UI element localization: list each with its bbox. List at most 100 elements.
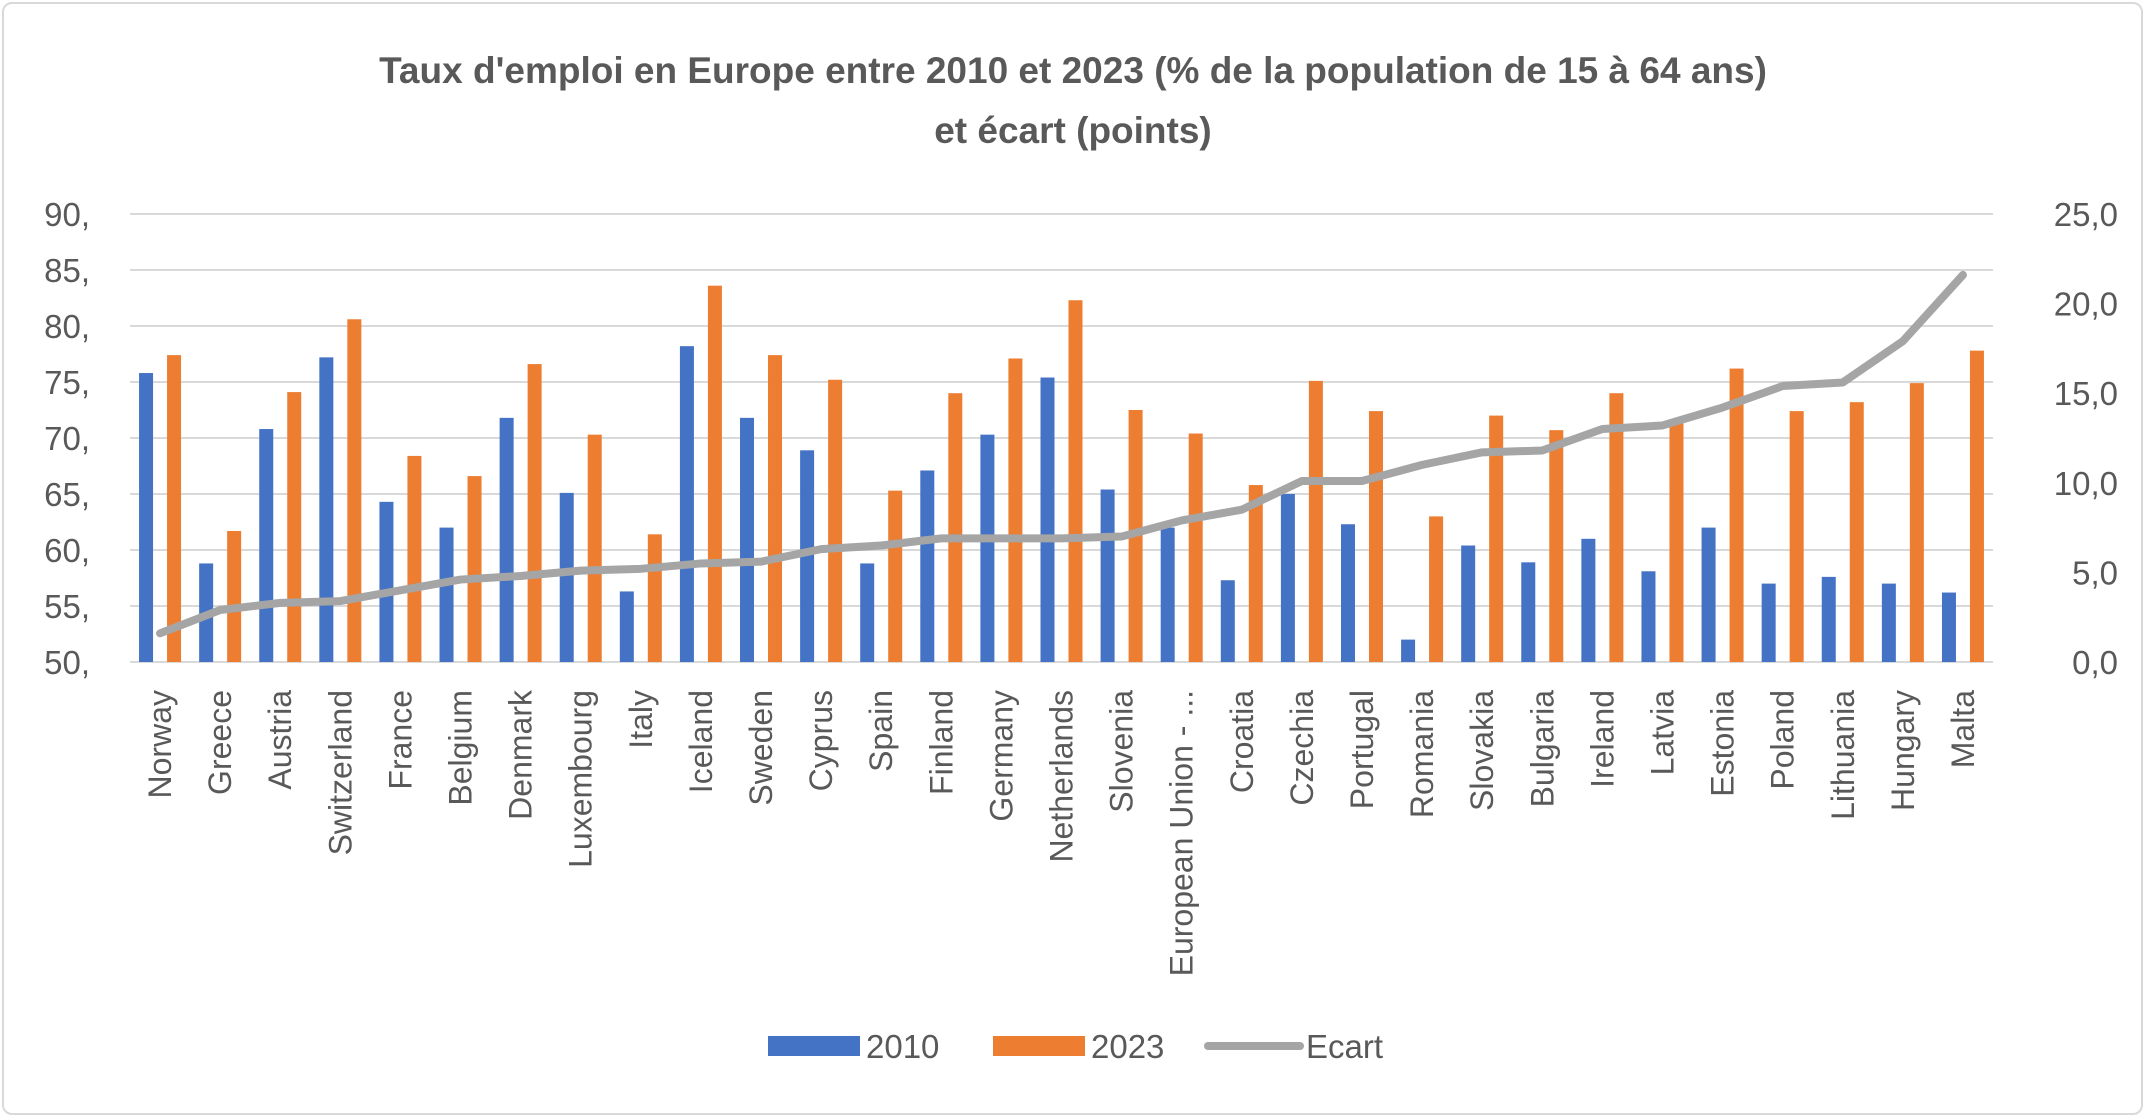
- bar-2010-romania: [1401, 639, 1416, 662]
- bar-2023-european-union: [1188, 433, 1203, 662]
- category-label-romania: Romania: [1404, 690, 1440, 818]
- left-tick-label: 50,: [44, 644, 90, 681]
- category-label-austria: Austria: [262, 690, 298, 790]
- legend-label-2010: 2010: [866, 1028, 939, 1065]
- left-tick-label: 75,: [44, 364, 90, 401]
- bar-2023-norway: [167, 355, 182, 662]
- bar-2023-netherlands: [1068, 300, 1083, 662]
- bar-2023-belgium: [467, 476, 482, 662]
- bar-2023-italy: [647, 534, 662, 662]
- category-label-hungary: Hungary: [1885, 690, 1921, 811]
- bars: [139, 285, 1984, 662]
- right-tick-label: 0,0: [2072, 644, 2118, 681]
- bar-2023-luxembourg: [587, 434, 602, 662]
- bar-2010-poland: [1761, 583, 1776, 662]
- bar-2023-malta: [1969, 350, 1984, 662]
- right-tick-label: 20,0: [2054, 286, 2118, 323]
- bar-2023-austria: [287, 392, 302, 662]
- bar-2010-austria: [259, 429, 274, 662]
- category-label-iceland: Iceland: [683, 690, 719, 793]
- bar-2010-luxembourg: [559, 492, 574, 662]
- bar-2010-cyprus: [800, 450, 815, 662]
- bar-2010-hungary: [1881, 583, 1896, 662]
- bar-2023-france: [407, 455, 422, 662]
- category-labels: Norway Greece Austria Switzerland France Belg…: [142, 689, 1981, 976]
- line-series-ecart: [156, 270, 1967, 638]
- bar-2010-italy: [619, 591, 634, 662]
- bar-2010-netherlands: [1040, 377, 1055, 662]
- category-label-finland: Finland: [923, 690, 959, 795]
- legend-label-2023: 2023: [1091, 1028, 1164, 1065]
- category-label-sweden: Sweden: [743, 690, 779, 806]
- category-label-malta: Malta: [1945, 690, 1981, 768]
- right-tick-label: 15,0: [2054, 375, 2118, 412]
- category-label-slovenia: Slovenia: [1104, 690, 1140, 813]
- bar-2010-bulgaria: [1521, 562, 1536, 662]
- category-label-france: France: [382, 690, 418, 790]
- bar-2010-finland: [920, 470, 935, 662]
- left-tick-label: 60,: [44, 532, 90, 569]
- bar-2010-denmark: [499, 417, 514, 662]
- legend-swatch-2023: [993, 1036, 1085, 1056]
- legend-label-ecart: Ecart: [1306, 1028, 1383, 1065]
- category-label-ireland: Ireland: [1584, 690, 1620, 788]
- bar-2010-lithuania: [1821, 576, 1836, 662]
- bar-2023-greece: [227, 530, 242, 662]
- bar-2023-hungary: [1909, 383, 1924, 662]
- category-label-luxembourg: Luxembourg: [563, 690, 599, 868]
- bar-2010-european-union: [1160, 527, 1175, 662]
- bar-2010-portugal: [1340, 524, 1355, 662]
- bar-2010-slovenia: [1100, 489, 1115, 662]
- bar-2023-sweden: [768, 355, 783, 662]
- right-axis-ticks: 0,0 5,0 10,0 15,0 20,0 25,0: [2054, 196, 2118, 681]
- bar-2010-malta: [1941, 592, 1956, 662]
- category-label-cyprus: Cyprus: [803, 690, 839, 791]
- right-tick-label: 5,0: [2072, 554, 2118, 591]
- bar-2010-spain: [860, 563, 875, 662]
- bar-2023-spain: [888, 490, 903, 662]
- left-axis-ticks: 50, 55, 60, 65, 70, 75, 80, 85, 90,: [44, 196, 90, 681]
- bar-2010-estonia: [1701, 527, 1716, 662]
- bar-2023-estonia: [1729, 368, 1744, 662]
- bar-2023-bulgaria: [1549, 430, 1564, 662]
- category-label-poland: Poland: [1765, 690, 1801, 790]
- bar-2023-lithuania: [1849, 402, 1864, 662]
- legend-swatch-2010: [768, 1036, 860, 1056]
- bar-2023-cyprus: [828, 379, 843, 662]
- bar-2023-croatia: [1248, 485, 1263, 662]
- left-tick-label: 55,: [44, 588, 90, 625]
- bar-2023-romania: [1429, 516, 1444, 662]
- left-tick-label: 90,: [44, 196, 90, 233]
- bar-2023-germany: [1008, 358, 1023, 662]
- category-label-italy: Italy: [623, 690, 659, 749]
- right-tick-label: 25,0: [2054, 196, 2118, 233]
- bar-2023-czechia: [1308, 380, 1323, 662]
- bar-2010-belgium: [439, 527, 454, 662]
- category-label-portugal: Portugal: [1344, 690, 1380, 809]
- category-label-germany: Germany: [983, 690, 1019, 822]
- chart-title-line2: et écart (points): [934, 110, 1212, 151]
- bar-2010-slovakia: [1461, 545, 1476, 662]
- category-label-lithuania: Lithuania: [1825, 690, 1861, 820]
- bar-2023-portugal: [1368, 411, 1383, 662]
- bar-2010-france: [379, 501, 394, 662]
- category-label-belgium: Belgium: [443, 690, 479, 806]
- category-label-bulgaria: Bulgaria: [1524, 690, 1560, 808]
- right-tick-label: 10,0: [2054, 465, 2118, 502]
- category-label-spain: Spain: [863, 690, 899, 772]
- left-tick-label: 85,: [44, 252, 90, 289]
- category-label-denmark: Denmark: [503, 689, 539, 820]
- chart-title-line1: Taux d'emploi en Europe entre 2010 et 20…: [379, 50, 1767, 91]
- bar-2010-ireland: [1581, 538, 1596, 662]
- legend: 2010 2023 Ecart: [768, 1028, 1383, 1065]
- bar-2023-latvia: [1669, 423, 1684, 662]
- bar-2023-ireland: [1609, 393, 1624, 662]
- bar-2023-finland: [948, 393, 963, 662]
- bar-2023-slovakia: [1489, 415, 1504, 662]
- category-label-european-union: European Union - ...: [1164, 690, 1200, 976]
- left-tick-label: 80,: [44, 308, 90, 345]
- bar-2010-sweden: [740, 417, 755, 662]
- category-label-greece: Greece: [202, 690, 238, 795]
- category-label-latvia: Latvia: [1644, 690, 1680, 776]
